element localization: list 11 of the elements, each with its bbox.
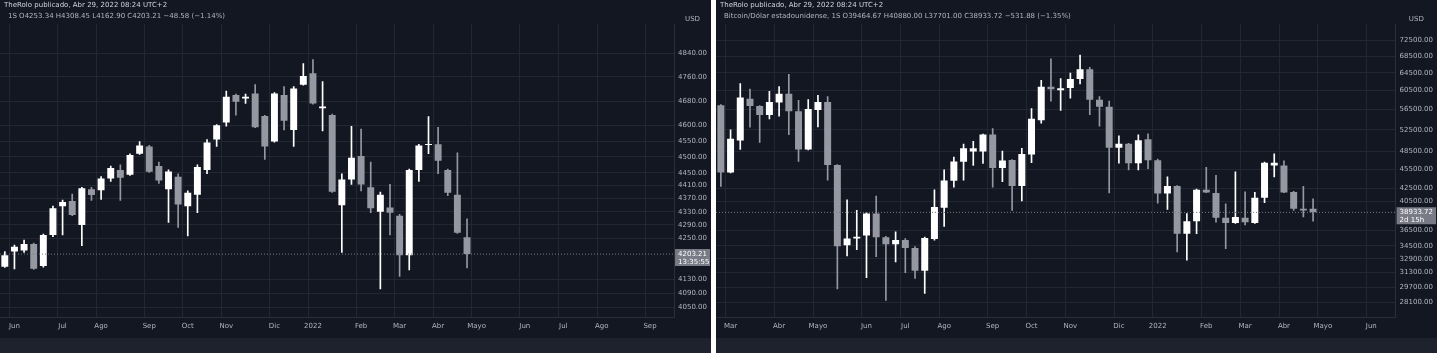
- candlestick: [386, 184, 394, 236]
- candlestick: [1241, 191, 1249, 226]
- candlestick: [901, 238, 909, 274]
- candlestick: [814, 95, 822, 128]
- candlestick: [882, 235, 890, 301]
- candlestick: [969, 141, 977, 166]
- candlestick: [746, 88, 754, 128]
- candlestick: [1115, 135, 1123, 164]
- candlestick: [756, 105, 764, 143]
- candlestick: [843, 199, 851, 257]
- candlestick: [1222, 203, 1230, 250]
